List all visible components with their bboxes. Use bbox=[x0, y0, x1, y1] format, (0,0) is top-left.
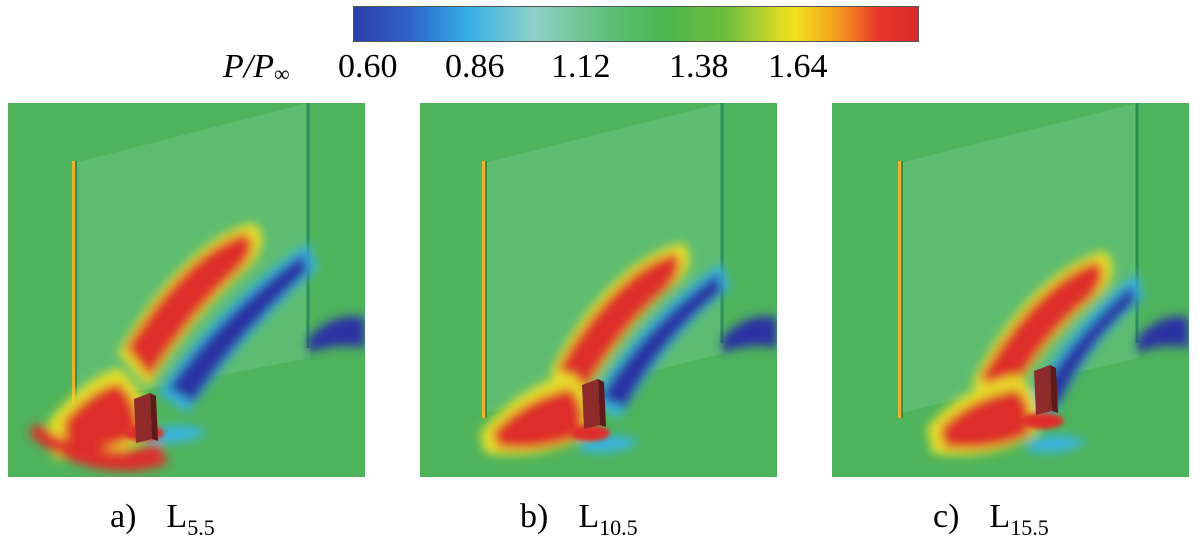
colorbar-tick: 1.12 bbox=[551, 48, 611, 85]
pressure-field-panel-c bbox=[832, 103, 1189, 477]
panel-caption-b: b) L10.5 bbox=[520, 498, 638, 540]
colorbar-tick: 1.64 bbox=[768, 48, 828, 85]
panel-caption-a: a) L5.5 bbox=[110, 498, 215, 540]
colorbar-tick: 0.86 bbox=[445, 48, 505, 85]
colorbar-tick: 1.38 bbox=[669, 48, 729, 85]
colorbar-variable-label: P/P∞ bbox=[223, 48, 290, 87]
pressure-colorbar bbox=[353, 6, 919, 42]
panel-caption-c: c) L15.5 bbox=[933, 498, 1049, 540]
pressure-field-panel-a bbox=[8, 103, 365, 477]
colorbar-tick: 0.60 bbox=[338, 48, 398, 85]
pressure-field-panel-b bbox=[420, 103, 777, 477]
